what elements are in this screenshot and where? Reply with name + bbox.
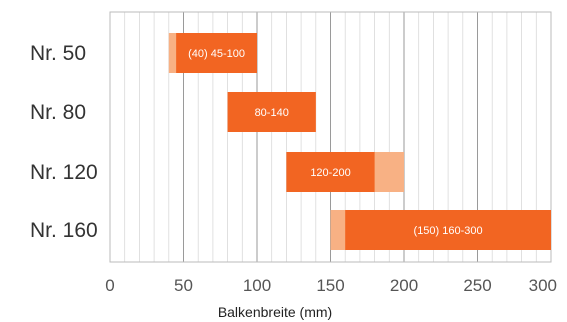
- x-tick-label: 100: [243, 276, 271, 295]
- x-tick-labels: 0 50 100 150 200 250 300: [105, 276, 557, 295]
- bar-data-label: (150) 160-300: [414, 225, 483, 237]
- bar-group: (40) 45-100: [168, 33, 257, 73]
- bar-data-label: 80-140: [255, 107, 289, 119]
- bar-group: 120-200: [286, 152, 404, 192]
- bar-main-range: [227, 92, 316, 132]
- category-label: Nr. 50: [30, 42, 86, 65]
- bar-data-label: (40) 45-100: [188, 48, 245, 60]
- bar-main-range: [345, 210, 551, 250]
- bar-group: (150) 160-300: [330, 210, 551, 250]
- x-tick-label: 150: [316, 276, 344, 295]
- plot-border: [109, 11, 552, 263]
- category-label: Nr. 120: [30, 161, 98, 184]
- bar-main-range: [286, 152, 375, 192]
- bar-main-range: [176, 33, 257, 73]
- x-tick-label: 50: [174, 276, 193, 295]
- bar-data-label: 120-200: [310, 167, 350, 179]
- x-tick-label: 300: [529, 276, 557, 295]
- x-tick-label: 250: [463, 276, 491, 295]
- category-label: Nr. 80: [30, 101, 86, 124]
- x-tick-label: 0: [105, 276, 114, 295]
- bar-group: 80-140: [227, 92, 316, 132]
- chart-bars: (40) 45-100 80-140 120-200 (150) 160-300: [168, 33, 551, 250]
- x-axis-title: Balkenbreite (mm): [218, 304, 332, 320]
- x-tick-label: 200: [390, 276, 418, 295]
- category-labels: Nr. 50 Nr. 80 Nr. 120 Nr. 160: [30, 42, 98, 242]
- category-label: Nr. 160: [30, 219, 98, 242]
